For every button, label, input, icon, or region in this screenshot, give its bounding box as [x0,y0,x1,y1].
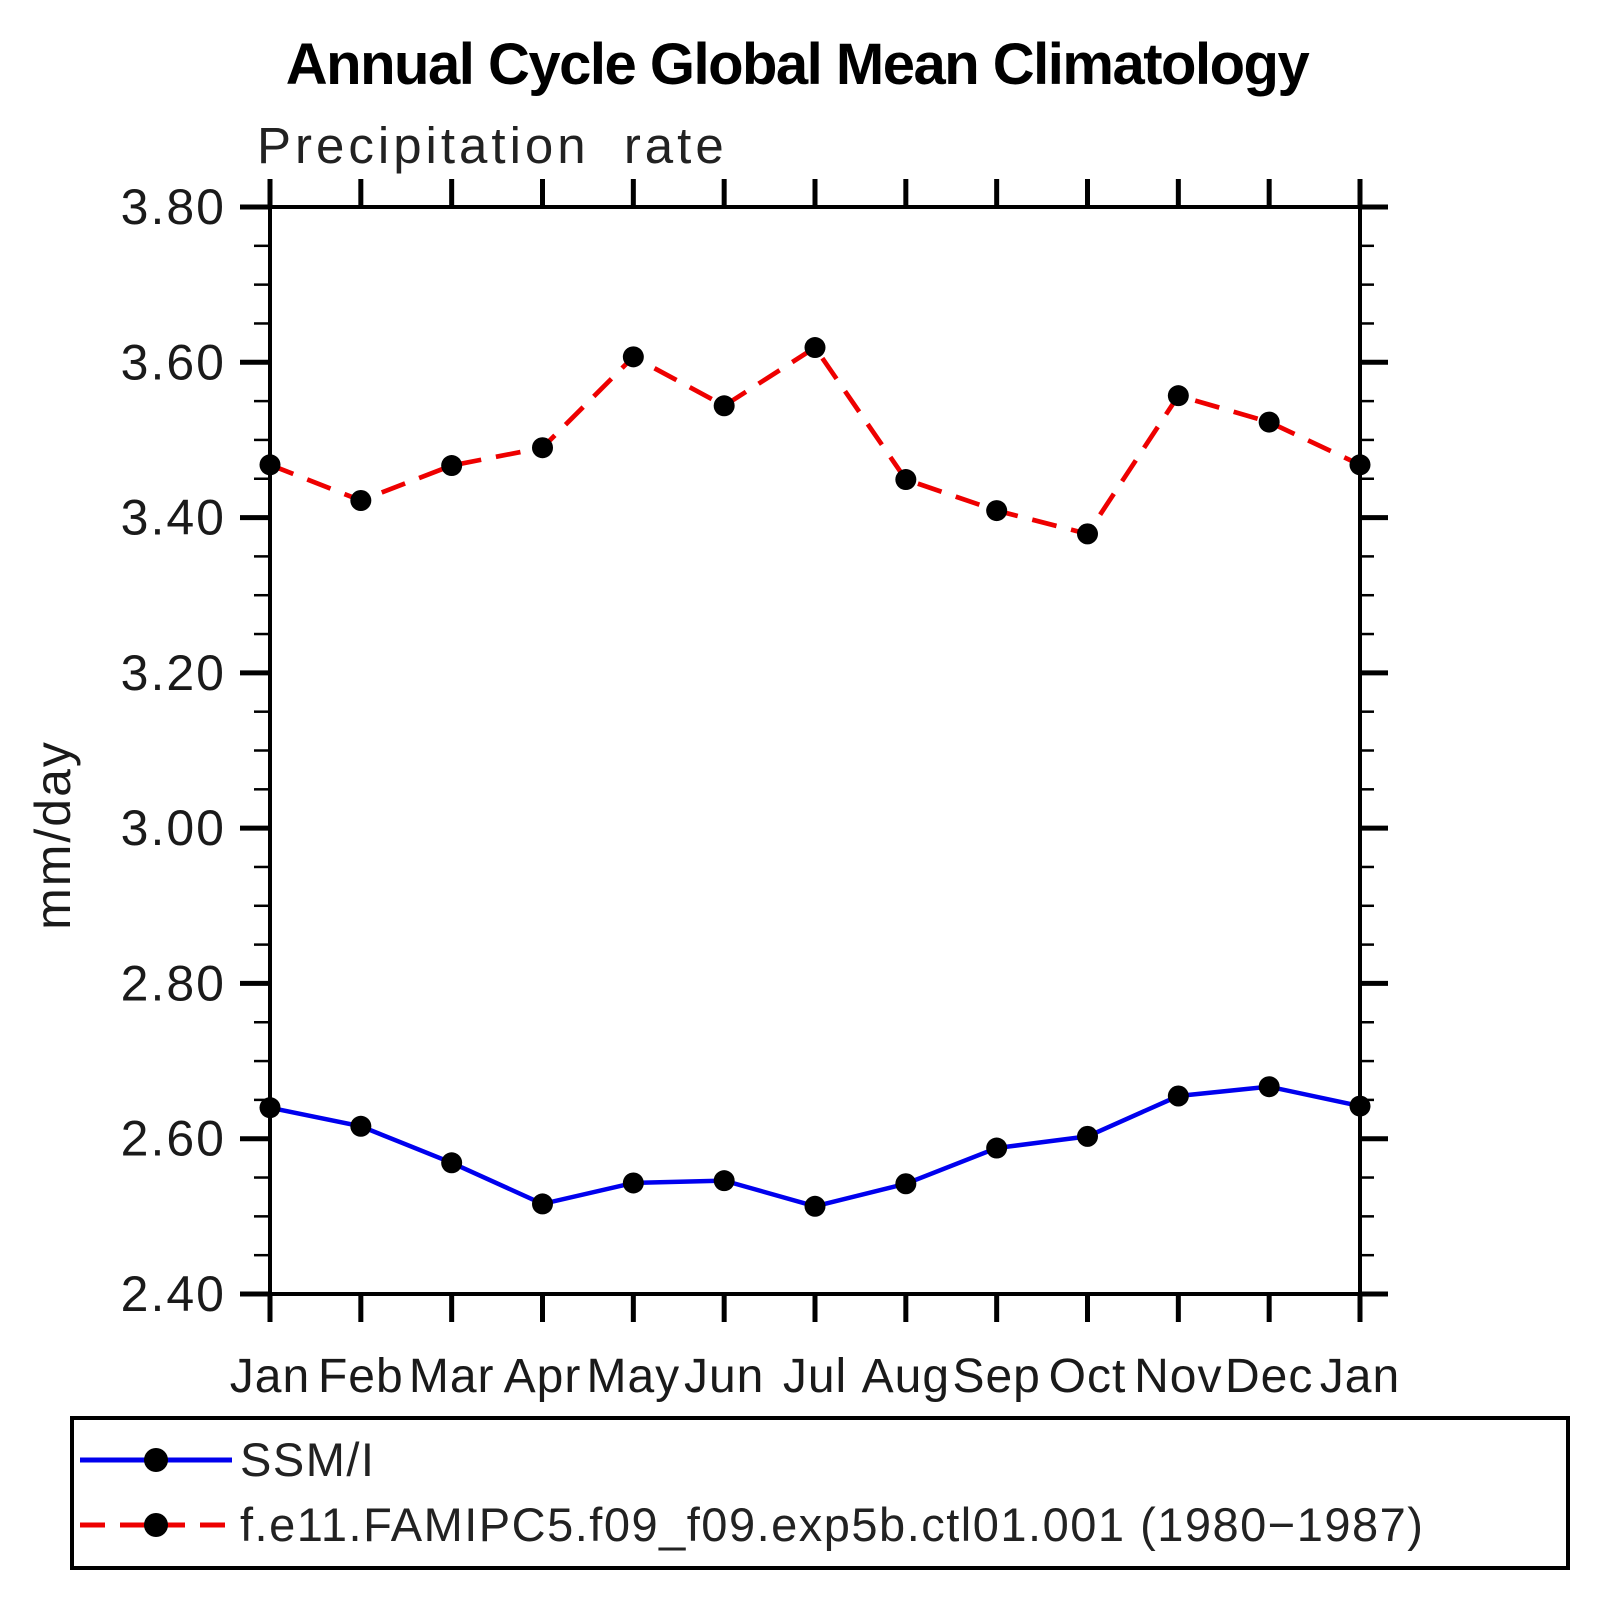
month-label: Mar [409,1350,495,1403]
data-point-series-0 [1349,1095,1371,1117]
data-point-series-0 [1167,1085,1189,1107]
series-line-1 [269,344,1361,537]
legend-entry-ssmi: SSM/I [80,1433,375,1486]
y-tick-label: 2.40 [121,1266,226,1322]
y-tick-label: 3.00 [121,800,226,856]
month-label: Aug [862,1350,950,1403]
month-label: Jan [230,1350,310,1403]
data-point-series-1 [1077,523,1098,545]
data-point-series-1 [259,454,281,476]
data-point-series-0 [350,1115,372,1137]
y-tick-label: 3.40 [121,490,226,546]
data-point-series-0 [1077,1125,1098,1147]
data-point-series-1 [1349,454,1371,476]
y-tick-label: 2.60 [121,1111,226,1167]
month-label: Jun [684,1350,764,1403]
legend-model-marker-dot [144,1513,168,1537]
series-line-0 [269,1084,1361,1209]
data-point-series-0 [441,1152,463,1174]
y-tick-label: 3.80 [121,179,226,235]
legend-box: SSM/I f.e11.FAMIPC5.f09_f09.exp5b.ctl01.… [70,1416,1570,1570]
month-label: Sep [952,1350,1040,1403]
y-axis-label: mm/day [25,740,81,930]
month-label: Nov [1134,1350,1222,1403]
data-point-series-0 [713,1170,735,1192]
data-point-series-0 [986,1137,1008,1159]
data-point-series-0 [532,1193,553,1215]
data-point-series-1 [1167,385,1189,407]
legend-model-label: f.e11.FAMIPC5.f09_f09.exp5b.ctl01.001 (1… [240,1498,1424,1551]
data-point-series-0 [895,1173,917,1195]
y-tick-label: 2.80 [121,955,226,1011]
month-label: Jan [1320,1350,1400,1403]
data-point-series-0 [259,1097,281,1119]
data-point-series-1 [622,346,644,368]
y-tick-label: 3.20 [121,645,226,701]
data-point-series-1 [441,455,463,477]
chart-title: Annual Cycle Global Mean Climatology [286,32,1310,97]
data-series [259,337,1371,1217]
plot-frame [268,205,1362,1296]
data-point-series-1 [804,337,826,359]
chart-subtitle: Precipitation rate [257,117,728,174]
data-point-series-1 [895,469,917,491]
data-point-series-0 [622,1172,644,1194]
data-point-series-0 [1258,1076,1280,1098]
legend-ssmi-marker-dot [144,1448,168,1472]
y-tick-label: 3.60 [121,334,226,390]
month-label: May [586,1350,680,1403]
month-label: Feb [318,1350,404,1403]
month-label: Apr [504,1350,582,1403]
month-label: Dec [1225,1350,1313,1403]
x-tick-labels: Jan Feb Mar Apr May Jun Jul Aug Sep Oct Nov Dec Jan [230,1350,1400,1403]
data-point-series-1 [713,395,735,417]
data-point-series-1 [1258,411,1280,433]
data-point-series-1 [350,489,372,511]
month-label: Oct [1049,1350,1127,1403]
legend-entry-model: f.e11.FAMIPC5.f09_f09.exp5b.ctl01.001 (1… [80,1498,1424,1551]
data-point-series-1 [532,437,553,459]
data-point-series-0 [804,1195,826,1217]
data-point-series-1 [986,500,1008,522]
legend-ssmi-label: SSM/I [240,1433,375,1486]
month-label: Jul [783,1350,847,1403]
y-tick-labels: 3.80 3.60 3.40 3.20 3.00 2.80 2.60 2.40 [121,179,226,1322]
axis-ticks [240,179,1388,1322]
legend-border [70,1416,1570,1570]
